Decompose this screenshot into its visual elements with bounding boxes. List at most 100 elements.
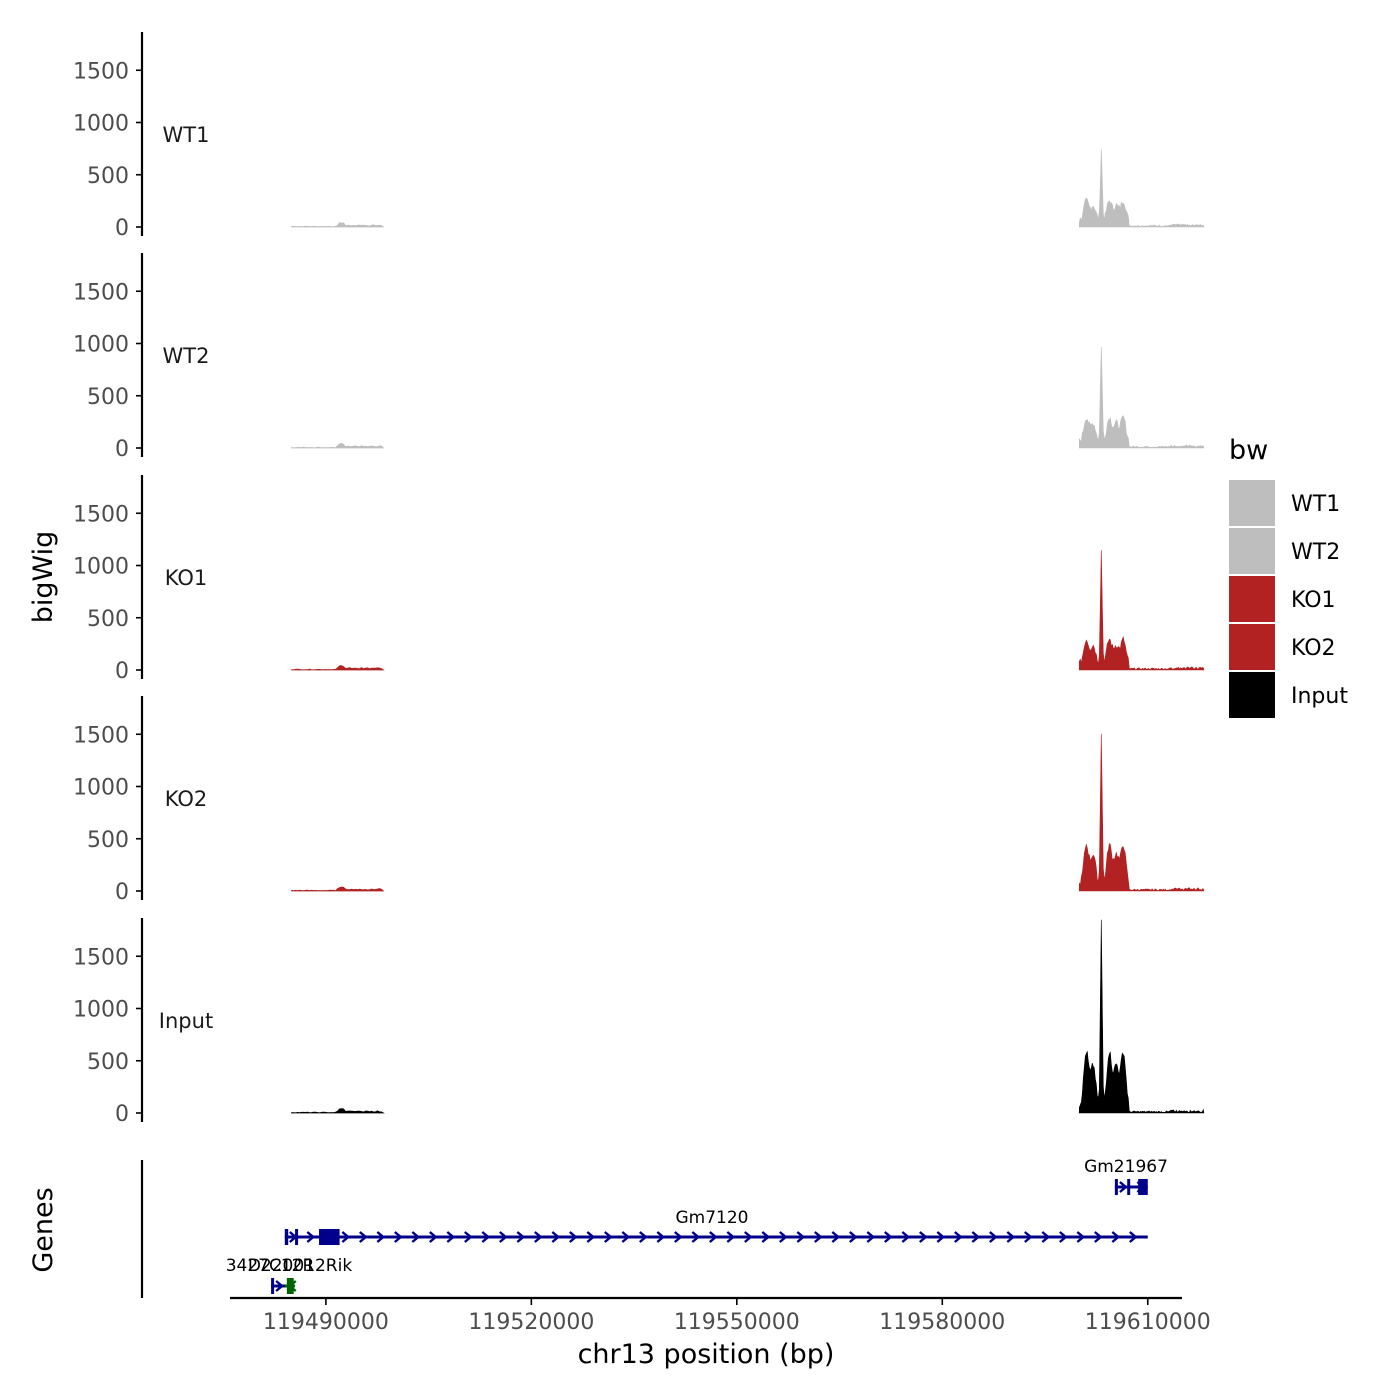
y-tick-label: 1500 [73, 723, 129, 748]
strand-arrow [691, 1231, 701, 1243]
y-tick-label: 0 [115, 216, 129, 241]
legend-swatch-wt2 [1229, 528, 1275, 574]
y-tick-label: 500 [87, 828, 129, 853]
strand-arrow [901, 1231, 911, 1243]
y-tick-label: 500 [87, 607, 129, 632]
y-axis-title: bigWig [28, 531, 59, 624]
strand-arrow [551, 1231, 561, 1243]
strand-arrow [989, 1231, 998, 1243]
gene-d220012rik: D220012Rik [248, 1256, 353, 1294]
legend-swatch-input [1229, 672, 1275, 718]
gene-gm21967: Gm21967 [1084, 1157, 1168, 1195]
y-tick-label: 1500 [73, 59, 129, 84]
signal-area-low [291, 442, 385, 449]
gene-label: D220012Rik [248, 1256, 353, 1276]
strand-arrow [726, 1231, 736, 1243]
strand-arrow [1119, 1181, 1128, 1193]
strand-arrow [744, 1231, 753, 1243]
strand-arrow [621, 1231, 631, 1243]
y-tick-label: 0 [115, 1102, 129, 1127]
strand-arrow [656, 1231, 666, 1243]
exon [295, 1229, 299, 1245]
strand-arrow [971, 1231, 981, 1243]
y-tick-label: 1000 [73, 998, 129, 1023]
legend-swatch-ko2 [1229, 624, 1275, 670]
legend-label-ko2: KO2 [1291, 636, 1336, 661]
signal-area-low [291, 886, 385, 892]
gene-label: Gm21967 [1084, 1157, 1168, 1177]
legend-label-input: Input [1291, 684, 1348, 709]
strand-arrow [534, 1231, 543, 1243]
gene-gm7120: Gm7120 [284, 1208, 1148, 1245]
legend-swatch-ko1 [1229, 576, 1275, 622]
strand-arrow [394, 1231, 403, 1243]
strand-arrow [306, 1231, 316, 1243]
strand-arrow [376, 1231, 386, 1243]
strand-arrow [569, 1231, 578, 1243]
exon [286, 1278, 294, 1294]
strand-arrow [429, 1231, 438, 1243]
strand-arrow [866, 1231, 876, 1243]
y-tick-label: 0 [115, 659, 129, 684]
strand-arrow [516, 1231, 526, 1243]
strand-arrow [604, 1231, 613, 1243]
signal-area-peak [1078, 919, 1205, 1114]
legend-label-wt2: WT2 [1291, 540, 1340, 565]
signal-area-low [291, 222, 385, 228]
strand-arrow [1111, 1231, 1121, 1243]
gene-label: 3427C12R [226, 1256, 315, 1276]
y-tick-label: 0 [115, 880, 129, 905]
signal-area-peak [1078, 347, 1205, 449]
signal-area-low [291, 1108, 385, 1114]
y-tick-label: 1500 [73, 502, 129, 527]
signal-area-peak [1078, 733, 1205, 892]
track-ko2: 0 500 1000 1500 KO2 [73, 696, 1205, 905]
strand-arrow [1059, 1231, 1068, 1243]
x-tick-label: 119610000 [1085, 1310, 1211, 1335]
legend-label-wt1: WT1 [1291, 492, 1340, 517]
strand-arrow [446, 1231, 456, 1243]
track-label-ko2: KO2 [165, 787, 208, 811]
strand-arrow [1129, 1231, 1138, 1243]
strand-arrow [1006, 1231, 1016, 1243]
track-label-wt2: WT2 [163, 344, 210, 368]
x-tick-label: 119490000 [263, 1310, 389, 1335]
strand-arrow [1024, 1231, 1033, 1243]
strand-arrow [709, 1231, 718, 1243]
exon [284, 1229, 289, 1245]
track-wt2: 0 500 1000 1500 WT2 [73, 253, 1205, 462]
legend-title: bw [1229, 435, 1268, 466]
strand-arrow [639, 1231, 648, 1243]
x-tick-label: 119550000 [674, 1310, 800, 1335]
signal-area-low [291, 665, 385, 671]
y-tick-label: 1000 [73, 555, 129, 580]
strand-arrow [919, 1231, 928, 1243]
tracks-layer: 0 500 1000 1500 WT1 0 500 1000 1500 WT2 0 500 1000 15… [73, 32, 1205, 1127]
track-wt1: 0 500 1000 1500 WT1 [73, 32, 1205, 241]
y-tick-label: 1000 [73, 333, 129, 358]
y-tick-label: 1000 [73, 776, 129, 801]
strand-arrow [761, 1231, 771, 1243]
exon [1127, 1179, 1131, 1195]
strand-arrow [814, 1231, 823, 1243]
strand-arrow [849, 1231, 858, 1243]
track-label-input: Input [159, 1009, 213, 1033]
y-tick-label: 500 [87, 385, 129, 410]
track-input: 0 500 1000 1500 Input [73, 918, 1205, 1127]
y-tick-label: 1500 [73, 945, 129, 970]
strand-arrow [831, 1231, 841, 1243]
signal-area-peak [1078, 149, 1205, 228]
track-label-wt1: WT1 [163, 123, 210, 147]
track-label-ko1: KO1 [165, 566, 208, 590]
strand-arrow [796, 1231, 806, 1243]
x-axis: 119490000 119520000 119550000 119580000 1196… [230, 1296, 1211, 1335]
strand-arrow [674, 1231, 683, 1243]
x-axis-title: chr13 position (bp) [578, 1339, 835, 1370]
strand-arrow [359, 1231, 368, 1243]
strand-arrow [1076, 1231, 1086, 1243]
y-tick-label: 1500 [73, 280, 129, 305]
x-tick-label: 119520000 [468, 1310, 594, 1335]
y-tick-label: 500 [87, 164, 129, 189]
